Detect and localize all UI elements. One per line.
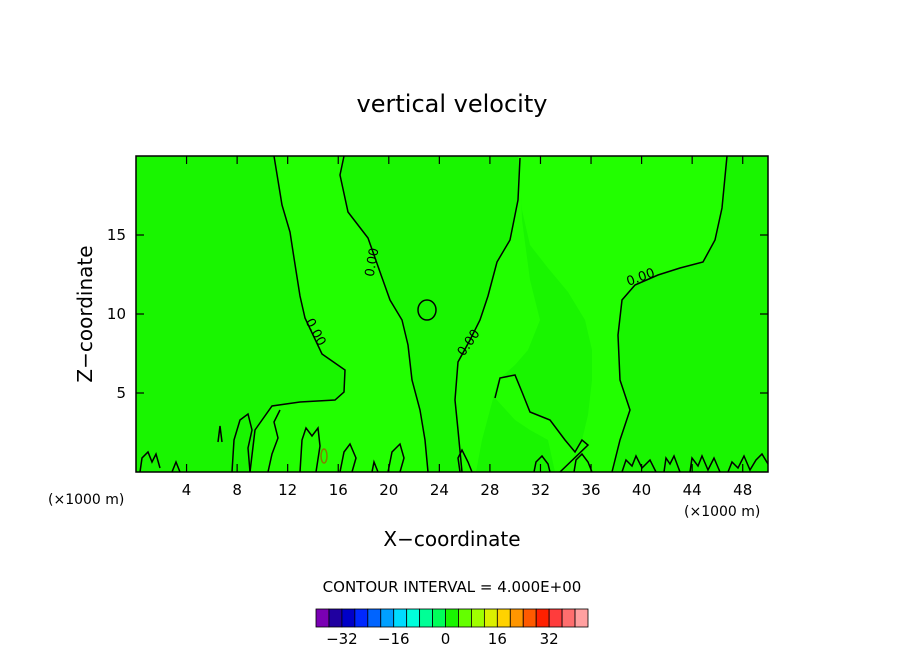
updraft-region-center [495, 156, 727, 472]
x-tick-label: 16 [329, 481, 348, 499]
zero-contour-closed-cell [417, 299, 437, 321]
zero-contour-small-cell [320, 448, 328, 464]
colorbar-swatch [367, 608, 382, 628]
colorbar-swatch [341, 608, 356, 628]
contour-lines [139, 155, 769, 473]
x-tick-label: 44 [683, 481, 702, 499]
colorbar-swatch [432, 608, 446, 628]
colorbar-tick-label: 0 [441, 630, 451, 648]
x-axis: 4 8 12 16 20 24 28 32 36 40 44 48 [182, 156, 752, 499]
colorbar-swatch [380, 608, 395, 628]
x-tick-label: 24 [430, 481, 449, 499]
colorbar-swatch [328, 608, 343, 628]
colorbar-swatch [574, 608, 589, 628]
y-axis: 5 10 15 [107, 226, 768, 402]
colorbar-tick-label: 32 [540, 630, 559, 648]
x-tick-label: 48 [733, 481, 752, 499]
colorbar-swatch [354, 608, 369, 628]
y-tick-label: 5 [116, 384, 126, 402]
zero-contour-center-left [454, 157, 521, 473]
x-tick-label: 36 [581, 481, 600, 499]
colorbar-swatch [406, 608, 421, 628]
x-axis-label: X−coordinate [383, 527, 520, 551]
colorbar-swatch [445, 608, 459, 628]
contour-interval-text: CONTOUR INTERVAL = 4.000E+00 [323, 578, 582, 596]
x-tick-label: 8 [232, 481, 242, 499]
plot-area: 0.00 0.00 0.00 0.00 [135, 155, 769, 473]
x-tick-label: 28 [480, 481, 499, 499]
colorbar-tick-label: −32 [326, 630, 358, 648]
colorbar-swatch [496, 608, 511, 628]
chart-title: vertical velocity [357, 90, 548, 118]
colorbar-swatch [548, 608, 563, 628]
colorbar-swatch [315, 608, 330, 628]
colorbar-swatch [483, 608, 498, 628]
y-axis-label: Z−coordinate [73, 245, 97, 382]
colorbar-tick-label: −16 [378, 630, 410, 648]
zero-contour-lobe [494, 374, 590, 473]
x-tick-label: 20 [379, 481, 398, 499]
x-tick-label: 32 [531, 481, 550, 499]
colorbar-ticks: −32 −16 0 16 32 [326, 630, 559, 648]
surface-noise-contours [139, 409, 769, 473]
colorbar-tick-label: 16 [488, 630, 507, 648]
y-tick-label: 15 [107, 226, 126, 244]
colorbar [315, 608, 589, 628]
colorbar-swatch [393, 608, 408, 628]
y-tick-label: 10 [107, 305, 126, 323]
colorbar-swatch [419, 608, 433, 628]
x-unit-right: (×1000 m) [684, 504, 760, 520]
x-tick-label: 4 [182, 481, 192, 499]
colorbar-swatch [535, 608, 550, 628]
updraft-region-right [455, 158, 540, 472]
x-unit-left: (×1000 m) [48, 492, 124, 508]
contour-label-2: 0.00 [363, 247, 383, 278]
x-tick-label: 40 [632, 481, 651, 499]
zero-contour-left-edge [249, 155, 346, 473]
colorbar-swatch [458, 608, 472, 628]
colorbar-swatch [522, 608, 537, 628]
colorbar-swatch [471, 608, 485, 628]
x-tick-label: 12 [278, 481, 297, 499]
colorbar-swatch [509, 608, 524, 628]
zero-contour-center-right [611, 155, 728, 473]
colorbar-swatch [561, 608, 576, 628]
zero-contour-left-right-edge [339, 155, 429, 473]
updraft-region-left [250, 156, 428, 472]
